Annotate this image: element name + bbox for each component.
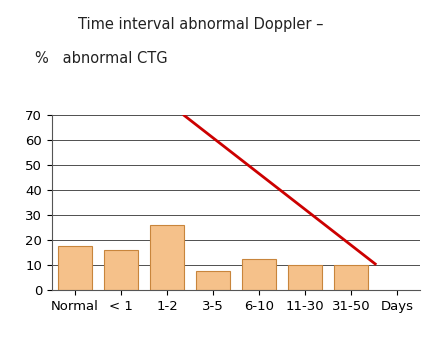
Bar [288,265,322,290]
Bar [58,246,91,290]
Bar [242,258,275,290]
Bar [334,265,368,290]
Bar [197,271,229,290]
Text: %   abnormal CTG: % abnormal CTG [35,51,167,66]
Bar [104,250,138,290]
Bar [150,225,184,290]
Text: Time interval abnormal Doppler –: Time interval abnormal Doppler – [78,17,323,32]
